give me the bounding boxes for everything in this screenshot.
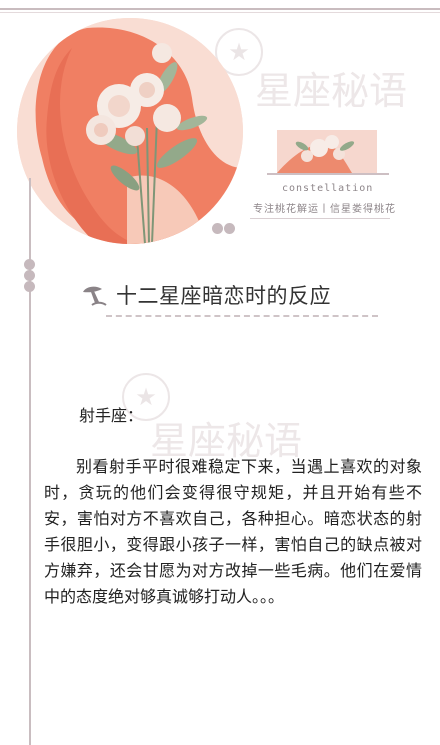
watermark-star-icon-2: ★ [122,373,170,421]
decor-dot [212,223,223,234]
tagline-underline [250,218,390,219]
left-accent-line [29,178,31,745]
top-border-inner [0,12,440,13]
decor-dot [224,223,235,234]
thumbnail-illustration [277,130,377,173]
hero-illustration [17,18,243,244]
watermark-text-2: 星座秘语 [150,419,303,463]
mushroom-icon [83,286,107,306]
decor-dot [24,259,35,270]
zodiac-sign-label: 射手座： [79,406,144,425]
decor-dot [24,270,35,281]
title-underline [106,315,378,317]
article-body: 别看射手平时很难稳定下来，当遇上喜欢的对象时，贪玩的他们会变得很守规矩，并且开始… [44,457,422,606]
thumbnail-underline [267,173,389,175]
article-title: 十二星座暗恋时的反应 [116,284,331,308]
top-border [0,8,440,10]
decor-dot [24,281,35,292]
tagline-chinese: 专注桃花解运丨信星娄得桃花 [253,204,396,215]
watermark-text: 星座秘语 [255,69,408,113]
tagline-english: constellation [282,183,374,194]
